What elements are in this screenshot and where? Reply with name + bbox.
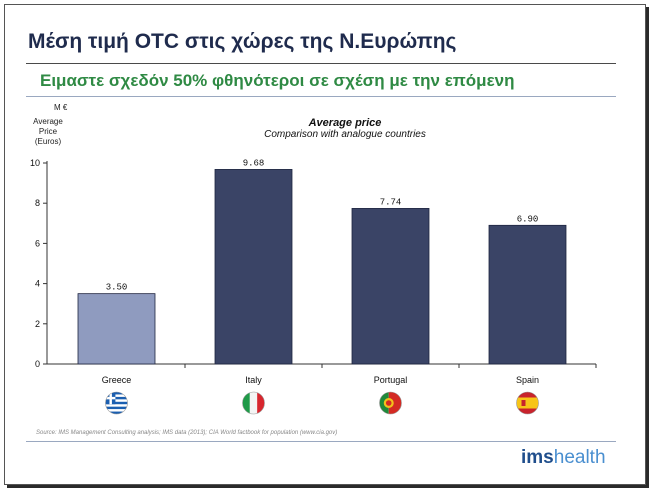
ims-health-logo: imshealth — [521, 447, 606, 469]
greece-flag-icon — [105, 392, 128, 414]
bar-value-label: 7.74 — [380, 197, 402, 207]
bar-value-label: 6.90 — [517, 214, 539, 224]
logo-ims-text: ims — [521, 447, 554, 468]
italy-flag-icon — [242, 392, 265, 414]
flag-ring — [516, 391, 539, 415]
bar-portugal — [351, 208, 430, 365]
bar-value-label: 3.50 — [106, 283, 128, 293]
y-tick-label: 6 — [35, 238, 40, 248]
slide-subtitle: Ειμαστε σχεδόν 50% φθηνότεροι σε σχέση μ… — [40, 71, 515, 90]
unit-label: M € — [54, 103, 68, 112]
slide-title: Μέση τιμή OTC στις χώρες της Ν.Ευρώπης — [28, 30, 457, 53]
bar-value-label: 9.68 — [243, 158, 265, 168]
x-category-label: Portugal — [374, 375, 408, 385]
x-category-label: Spain — [516, 375, 539, 385]
chart-title: Average price — [308, 117, 382, 129]
bar-greece — [77, 293, 156, 365]
y-tick-label: 4 — [35, 279, 40, 289]
title-divider — [26, 63, 616, 64]
x-category-label: Greece — [102, 375, 132, 385]
spain-flag-icon — [516, 392, 539, 414]
footer-divider — [26, 441, 616, 442]
y-tick-label: 8 — [35, 198, 40, 208]
y-tick-label: 2 — [35, 319, 40, 329]
subtitle-divider — [26, 96, 616, 97]
bar-italy — [214, 169, 293, 365]
flag-ring — [105, 391, 128, 415]
flag-ring — [379, 391, 402, 415]
y-axis-label: Average Price (Euros) — [33, 117, 63, 146]
flag-ring — [242, 391, 265, 415]
logo-health-text: health — [553, 447, 606, 468]
y-tick-label: 10 — [30, 158, 40, 168]
portugal-flag-icon — [379, 392, 402, 414]
source-note: Source: IMS Management Consulting analys… — [36, 430, 338, 436]
x-category-label: Italy — [245, 375, 262, 385]
chart-subtitle: Comparison with analogue countries — [264, 129, 426, 140]
y-tick-label: 0 — [35, 359, 40, 369]
bar-spain — [488, 224, 567, 365]
